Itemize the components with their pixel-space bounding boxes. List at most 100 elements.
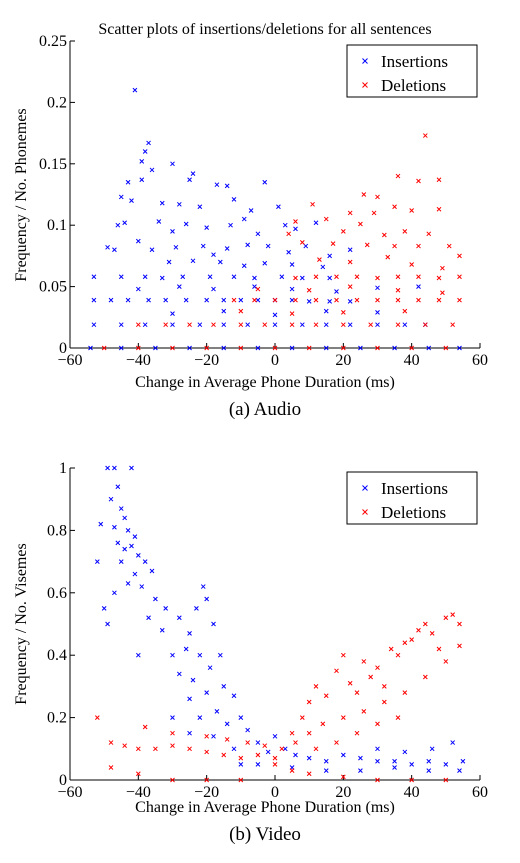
x-tick-label: 20 <box>335 352 351 369</box>
data-point <box>135 553 141 558</box>
data-point <box>409 208 415 213</box>
data-point <box>231 693 237 699</box>
data-point <box>112 247 117 253</box>
y-axis-label: Frequency / No. Visemes <box>13 543 30 704</box>
plot-video: −60 −40 −20 0 20 40 60 0 0.2 0.4 0.6 0.8 1 Change in … <box>13 460 488 845</box>
data-point <box>176 284 182 289</box>
data-point <box>224 721 230 727</box>
data-point <box>187 730 192 736</box>
data-point <box>204 749 210 755</box>
data-point <box>272 297 278 303</box>
data-point <box>197 715 203 720</box>
legend-box <box>346 471 478 525</box>
data-point <box>395 322 401 328</box>
data-point <box>183 297 189 303</box>
data-point <box>289 322 295 328</box>
data-point <box>255 762 261 767</box>
subplot-caption: (b) Video <box>229 824 301 845</box>
data-point <box>289 345 295 351</box>
data-point <box>358 345 363 351</box>
data-point <box>364 242 370 248</box>
data-point <box>139 177 145 183</box>
data-point <box>194 606 199 611</box>
data-point <box>426 231 432 237</box>
data-point <box>105 621 110 627</box>
data-point <box>139 158 145 164</box>
data-point <box>238 322 244 328</box>
data-point <box>122 546 128 552</box>
data-point <box>381 232 387 238</box>
data-point <box>187 631 192 636</box>
data-point <box>436 646 442 652</box>
data-point <box>142 322 148 328</box>
data-point <box>426 345 432 351</box>
data-point <box>299 275 305 281</box>
data-point <box>426 758 432 764</box>
data-point <box>422 621 428 627</box>
x-tick-label: −60 <box>57 784 82 801</box>
data-point <box>289 297 295 303</box>
data-point <box>252 297 257 303</box>
data-point <box>265 243 271 249</box>
data-point <box>388 646 394 652</box>
data-point <box>436 297 442 303</box>
data-point <box>217 259 223 265</box>
data-point <box>306 287 312 293</box>
data-point <box>416 178 421 184</box>
data-point <box>170 161 175 167</box>
data-point <box>91 274 97 280</box>
data-point <box>334 289 339 294</box>
data-point <box>272 322 278 328</box>
data-point <box>375 322 380 328</box>
data-point <box>327 275 333 281</box>
data-point <box>238 755 244 761</box>
data-point <box>395 173 401 179</box>
data-point <box>221 752 227 758</box>
data-point <box>166 259 172 265</box>
data-point <box>293 297 298 303</box>
x-tick-label: 0 <box>271 352 279 369</box>
y-tick-label: 0.8 <box>47 522 67 539</box>
data-point <box>170 311 175 316</box>
data-point <box>354 274 360 280</box>
data-point <box>170 743 175 749</box>
data-point <box>282 746 288 752</box>
legend-marker <box>362 58 368 64</box>
data-point <box>245 740 251 745</box>
data-point <box>272 312 278 318</box>
data-point <box>313 746 319 752</box>
data-point <box>200 584 206 589</box>
data-point <box>149 167 155 173</box>
data-point <box>361 709 367 714</box>
data-point <box>115 484 121 490</box>
data-point <box>135 238 141 244</box>
data-point <box>306 345 312 351</box>
data-point <box>306 771 312 777</box>
data-point <box>323 216 329 222</box>
data-point <box>375 758 380 764</box>
data-point <box>375 285 380 291</box>
data-point <box>132 87 138 93</box>
data-point <box>354 690 360 695</box>
data-point <box>200 243 206 249</box>
data-point <box>392 345 397 351</box>
data-point <box>170 322 175 328</box>
data-point <box>272 762 278 767</box>
data-point <box>176 671 182 677</box>
y-tick-label: 0.6 <box>47 585 67 602</box>
legend: Insertions Deletions <box>346 44 478 98</box>
data-point <box>436 177 442 183</box>
data-point <box>313 220 319 226</box>
data-point <box>139 584 145 589</box>
data-point <box>457 643 462 649</box>
data-point <box>313 322 319 328</box>
data-point <box>204 733 210 739</box>
data-point <box>293 752 298 758</box>
data-point <box>272 345 278 351</box>
subplot-caption: (a) Audio <box>229 399 301 420</box>
data-point <box>221 684 227 689</box>
data-point <box>293 226 298 232</box>
data-point <box>221 308 227 314</box>
data-point <box>375 345 380 351</box>
